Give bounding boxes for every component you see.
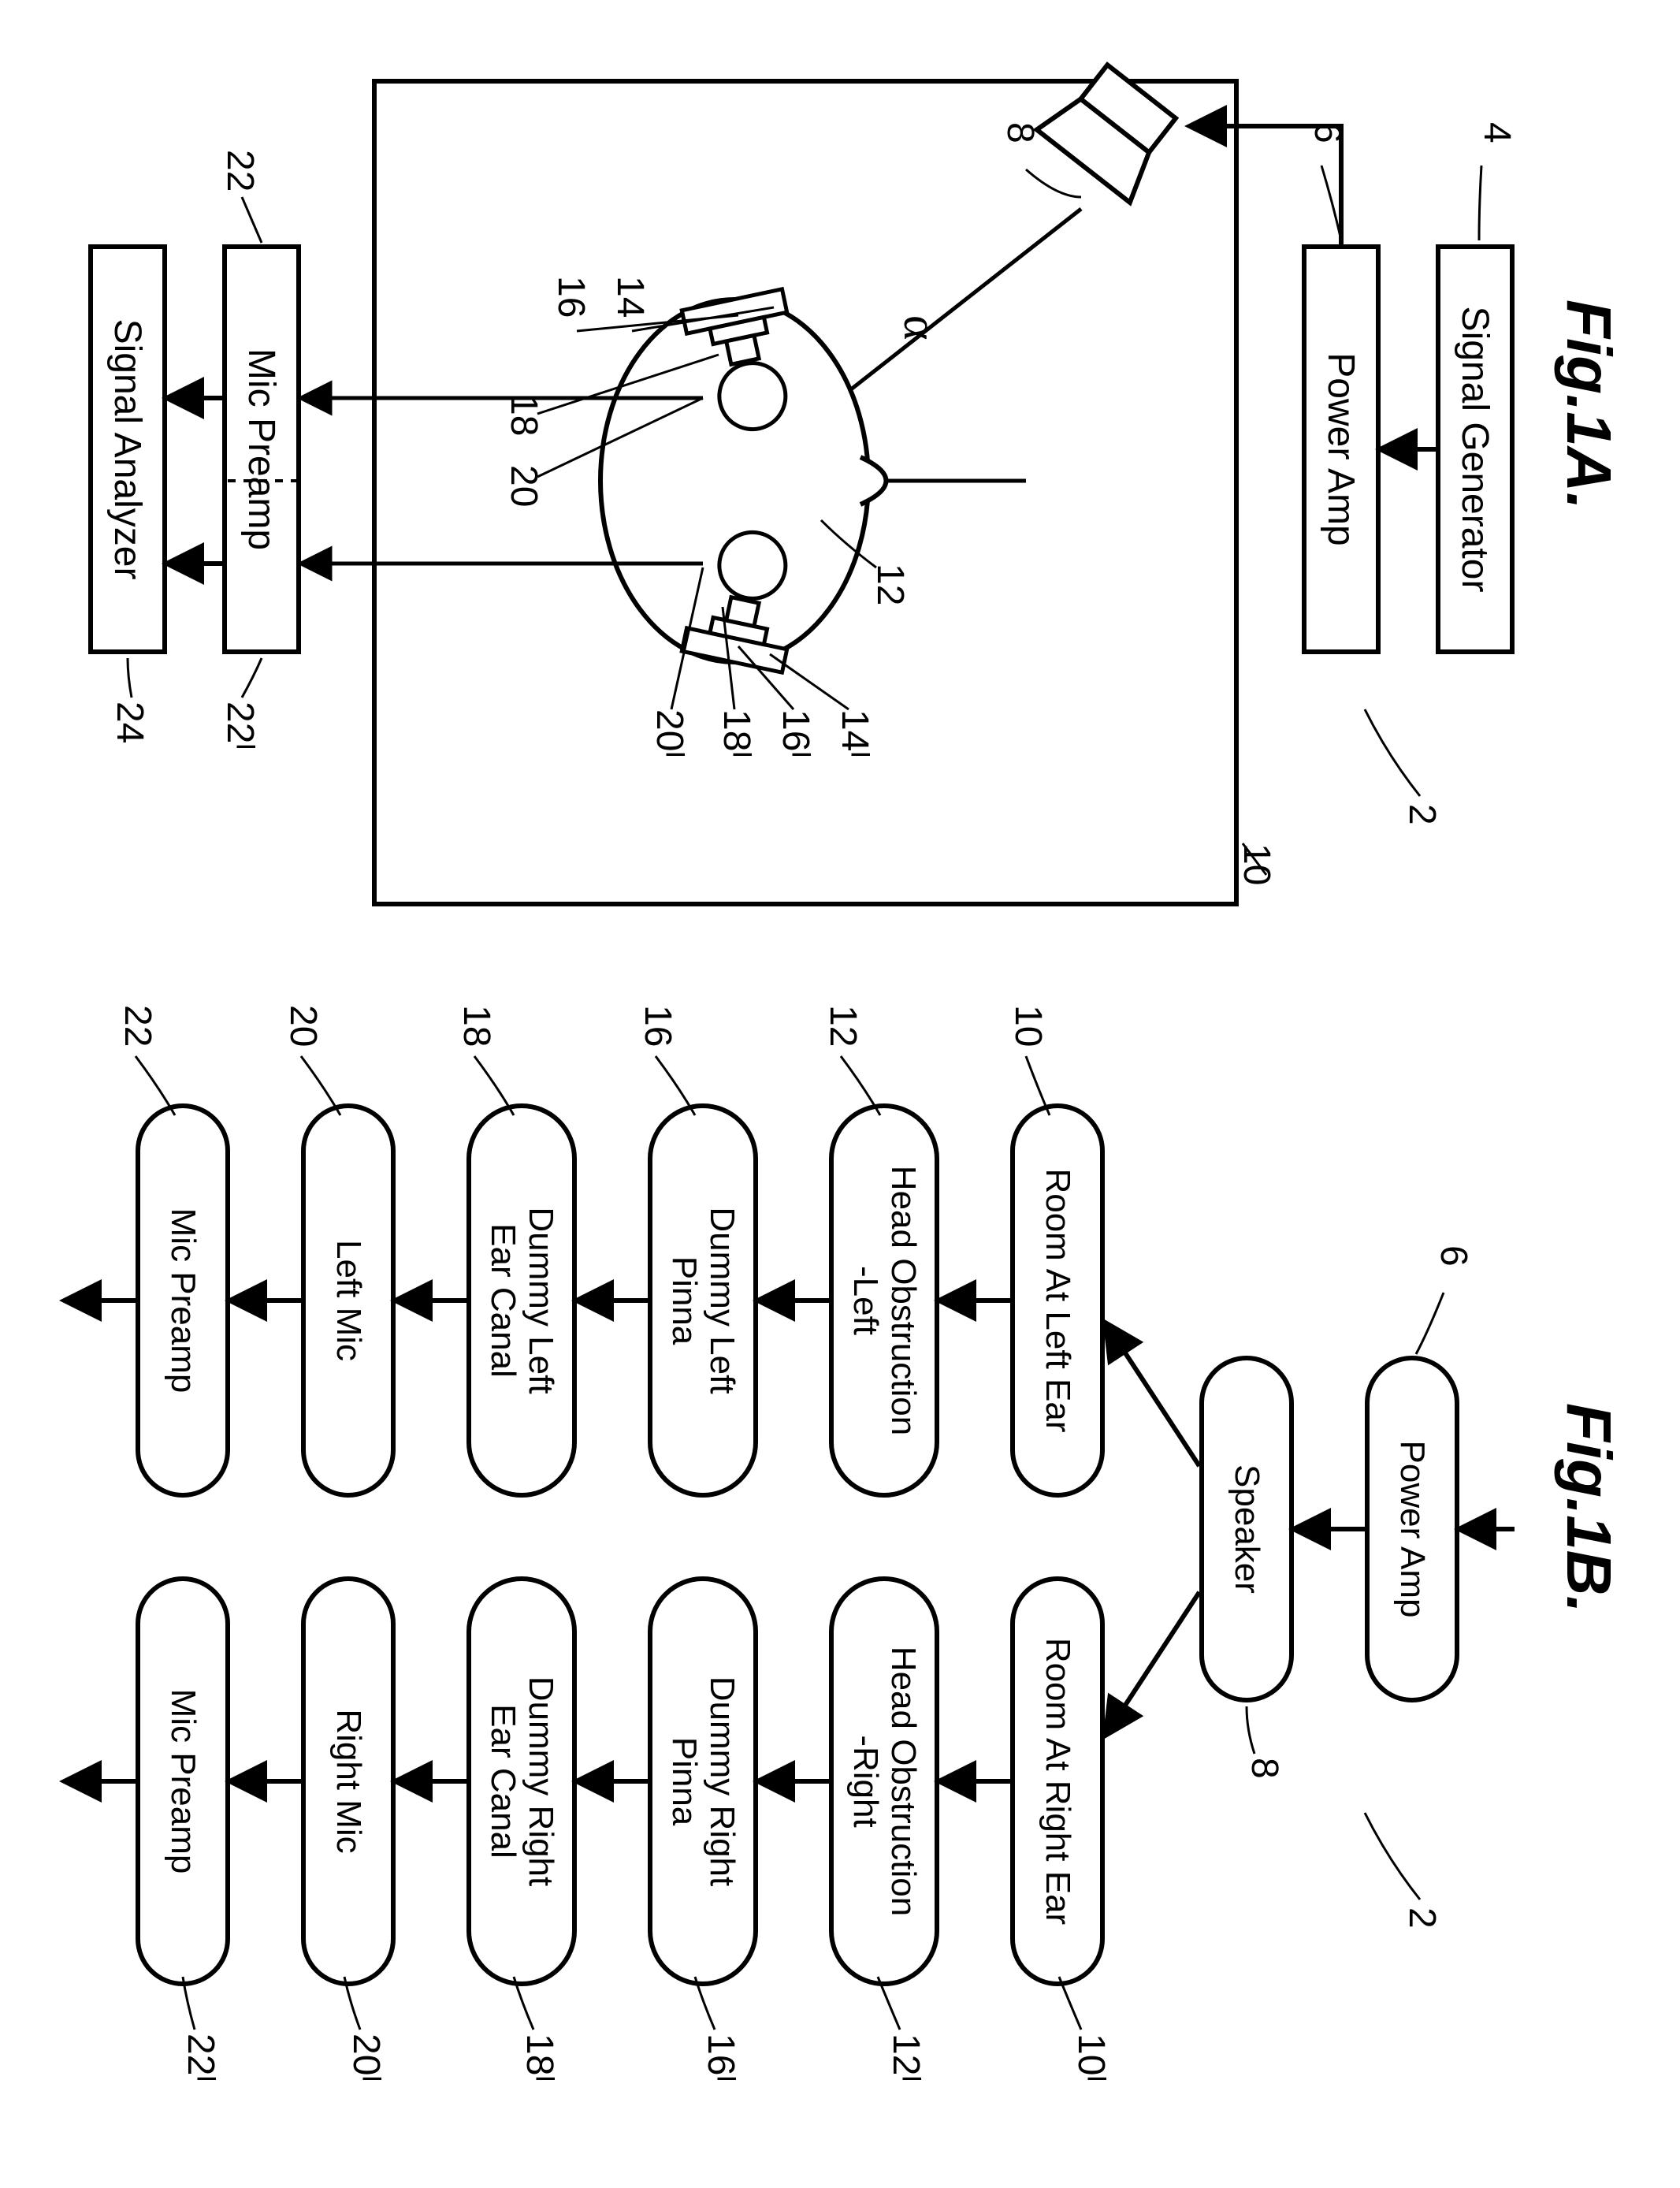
speaker-pill: Speaker — [1199, 1356, 1294, 1702]
room-left-pill: Room At Left Ear — [1010, 1103, 1105, 1498]
label-18-b: 18 — [455, 1005, 498, 1047]
label-14p: 14ᴵ — [833, 709, 876, 757]
mic-right-pill: Right Mic — [301, 1576, 396, 1986]
pinna-right-pill: Dummy Right Pinna — [648, 1576, 758, 1986]
label-24: 24 — [108, 701, 151, 743]
label-20-b: 20 — [281, 1005, 325, 1047]
label-12p-b: 12ᴵ — [884, 2034, 927, 2082]
label-10-b: 10 — [1006, 1005, 1050, 1047]
label-16p-b: 16ᴵ — [699, 2034, 742, 2082]
label-14: 14 — [608, 276, 652, 318]
label-16-b: 16 — [636, 1005, 679, 1047]
label-20: 20 — [502, 465, 545, 507]
preamp-right-pill: Mic Preamp — [136, 1576, 230, 1986]
label-22p: 22ᴵ — [218, 701, 262, 750]
label-6-a: 6 — [1306, 122, 1349, 143]
mic-preamp-box-a: Mic Preamp — [222, 244, 301, 654]
signal-generator-box: Signal Generator — [1436, 244, 1515, 654]
label-22-b: 22 — [116, 1005, 159, 1047]
alpha-label: α — [893, 315, 947, 340]
label-22: 22 — [218, 150, 262, 192]
label-4: 4 — [1475, 122, 1518, 143]
label-6-b: 6 — [1432, 1245, 1475, 1267]
power-amp-pill: Power Amp — [1365, 1356, 1459, 1702]
mic-left-pill: Left Mic — [301, 1103, 396, 1498]
label-22p-b: 22ᴵ — [179, 2034, 222, 2082]
room-right-pill: Room At Right Ear — [1010, 1576, 1105, 1986]
label-16p: 16ᴵ — [774, 709, 817, 757]
canal-left-pill: Dummy Left Ear Canal — [466, 1103, 577, 1498]
label-8-a: 8 — [998, 122, 1042, 143]
pinna-left-pill: Dummy Left Pinna — [648, 1103, 758, 1498]
label-20p: 20ᴵ — [648, 709, 691, 757]
label-12-a: 12 — [868, 564, 912, 605]
label-20p-b: 20ᴵ — [344, 2034, 388, 2082]
label-18p: 18ᴵ — [715, 709, 758, 757]
preamp-left-pill: Mic Preamp — [136, 1103, 230, 1498]
fig-1a-title: Fig.1A. — [1552, 300, 1625, 510]
label-12-b: 12 — [821, 1005, 864, 1047]
label-10p-b: 10ᴵ — [1069, 2034, 1113, 2082]
fig-1b-title: Fig.1B. — [1552, 1403, 1625, 1613]
label-16: 16 — [549, 276, 593, 318]
label-2-a: 2 — [1400, 804, 1444, 825]
canal-right-pill: Dummy Right Ear Canal — [466, 1576, 577, 1986]
signal-analyzer-box: Signal Analyzer — [88, 244, 167, 654]
label-2-b: 2 — [1400, 1907, 1444, 1929]
label-18p-b: 18ᴵ — [518, 2034, 561, 2082]
head-right-pill: Head Obstruction -Right — [829, 1576, 939, 1986]
label-10-a: 10 — [1235, 843, 1278, 885]
label-8-b: 8 — [1243, 1758, 1286, 1779]
label-18: 18 — [502, 394, 545, 436]
power-amp-box-a: Power Amp — [1302, 244, 1381, 654]
head-left-pill: Head Obstruction -Left — [829, 1103, 939, 1498]
